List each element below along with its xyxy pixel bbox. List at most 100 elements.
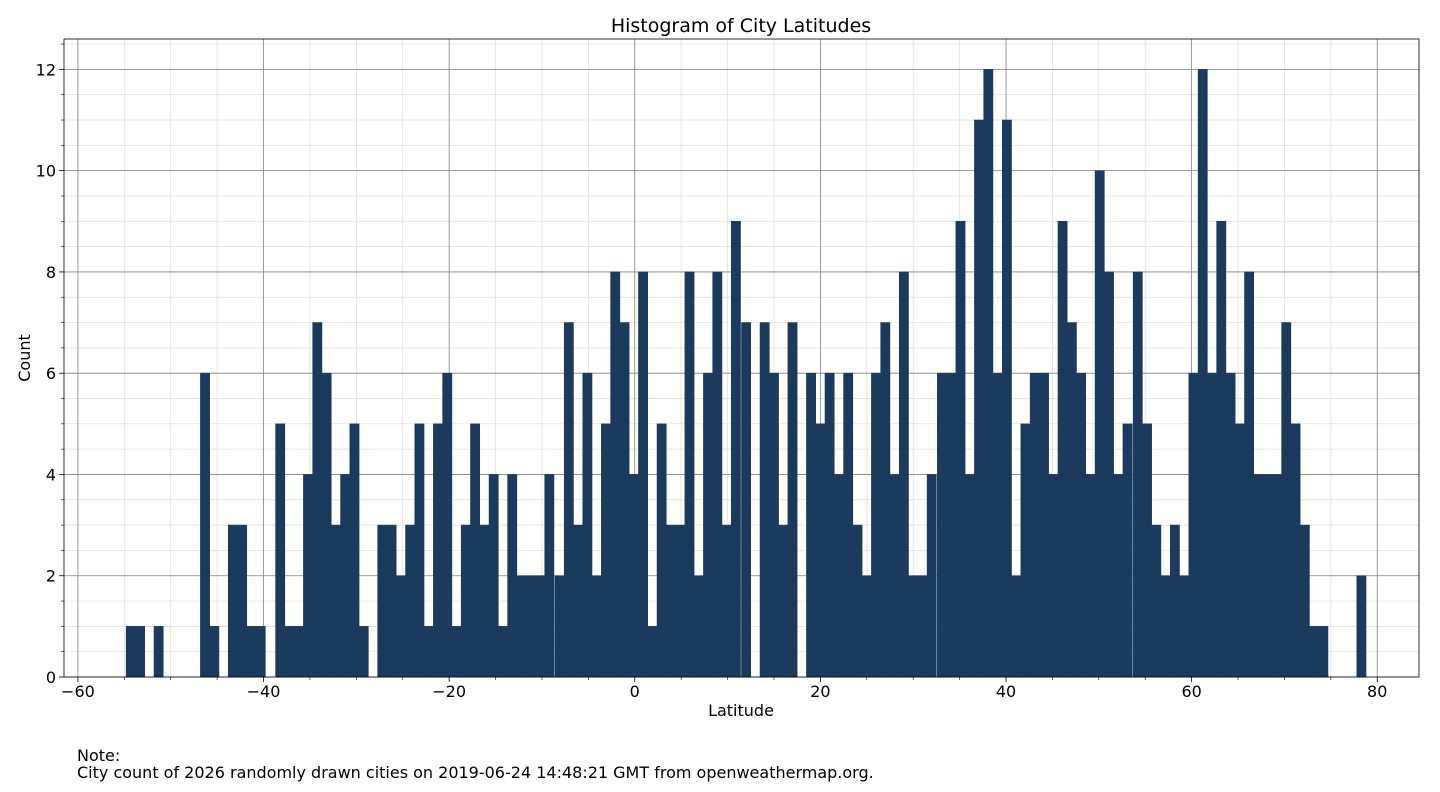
histogram-bar	[889, 474, 900, 678]
histogram-bar	[1048, 474, 1059, 678]
histogram-bar	[852, 524, 863, 678]
x-tick-label: 0	[630, 682, 640, 701]
x-tick-label: 80	[1367, 682, 1387, 701]
histogram-bar	[778, 524, 789, 678]
histogram-bar	[1225, 372, 1236, 678]
histogram-bar	[573, 524, 584, 678]
histogram-bar	[861, 575, 872, 678]
histogram-bar	[1066, 322, 1077, 678]
histogram-bar	[460, 524, 471, 678]
histogram-bar	[1309, 626, 1319, 678]
histogram-bar	[1356, 575, 1367, 678]
histogram-bar	[666, 524, 676, 678]
histogram-bar	[730, 220, 741, 678]
histogram-bar	[237, 524, 248, 678]
histogram-bar	[209, 626, 220, 678]
histogram-bar	[507, 474, 518, 678]
x-tick-label: 60	[1181, 682, 1201, 701]
histogram-bar	[1029, 372, 1040, 678]
histogram-bar	[516, 575, 527, 678]
histogram-bar	[843, 372, 854, 678]
histogram-bar	[1197, 69, 1208, 678]
histogram-bar	[741, 322, 752, 678]
histogram-bar	[1094, 170, 1105, 678]
x-axis-label: Latitude	[708, 701, 774, 720]
histogram-bar	[1216, 220, 1227, 678]
x-tick-label: −60	[61, 682, 95, 701]
histogram-bar	[647, 626, 658, 678]
histogram-bar	[1253, 474, 1264, 678]
histogram-bar	[601, 423, 611, 678]
histogram-bar	[898, 271, 909, 678]
histogram-bar	[946, 372, 957, 678]
x-tick-label: −40	[247, 682, 281, 701]
histogram-bar	[815, 423, 826, 678]
histogram-bar	[628, 474, 639, 678]
histogram-bar	[1076, 372, 1087, 678]
histogram-bar	[442, 372, 453, 678]
histogram-bar	[684, 271, 695, 678]
histogram-bar	[721, 524, 732, 678]
histogram-bar	[871, 372, 881, 678]
histogram-bar	[563, 322, 574, 678]
x-axis-ticks: −60 −40 −20 0 20 40 60 80	[61, 677, 1387, 701]
histogram-bar	[1281, 322, 1292, 678]
histogram-bar	[330, 524, 341, 678]
histogram-bar	[806, 372, 816, 678]
histogram-bar	[535, 575, 545, 678]
histogram-bar	[349, 423, 360, 678]
histogram-bar	[712, 271, 723, 678]
histogram-bar	[312, 322, 323, 678]
histogram-bar	[1104, 271, 1114, 678]
histogram-bar	[974, 119, 984, 678]
histogram-bar	[414, 423, 425, 678]
histogram-bar	[340, 474, 351, 678]
histogram-bar	[937, 372, 947, 678]
histogram-bar	[544, 474, 555, 678]
histogram-bar	[983, 69, 994, 678]
y-axis-ticks: 0 2 4 6 8 10 12	[36, 43, 64, 687]
histogram-bar	[227, 524, 238, 678]
histogram-bar	[880, 322, 891, 678]
histogram-bar	[358, 626, 369, 678]
histogram-bar	[433, 423, 443, 678]
histogram-bar	[1207, 372, 1217, 678]
histogram-bar	[619, 322, 630, 678]
histogram-bar	[321, 372, 332, 678]
histogram-bar	[1057, 220, 1068, 678]
bars	[125, 69, 1367, 678]
histogram-bar	[1179, 575, 1190, 678]
histogram-bar	[554, 575, 565, 678]
histogram-bar	[582, 372, 593, 678]
histogram-bar	[1001, 119, 1012, 678]
histogram-bar	[377, 524, 388, 678]
histogram-bar	[787, 322, 798, 678]
chart-title: Histogram of City Latitudes	[611, 15, 871, 37]
histogram-bar	[769, 372, 779, 678]
histogram-bar	[451, 626, 462, 678]
histogram-bar	[1132, 271, 1143, 678]
histogram-bar	[405, 524, 416, 678]
histogram-bar	[703, 372, 713, 678]
y-tick-label: 0	[46, 668, 56, 687]
histogram-bar	[610, 271, 621, 678]
histogram-bar	[1113, 474, 1124, 678]
histogram-bar	[908, 575, 919, 678]
histogram-bar	[284, 626, 295, 678]
histogram-bar	[1188, 372, 1199, 678]
histogram-bar	[1160, 575, 1171, 678]
histogram-bar	[255, 626, 266, 678]
histogram-bar	[303, 474, 313, 678]
histogram-bar	[1262, 474, 1273, 678]
histogram-bar	[1151, 524, 1162, 678]
histogram-bar	[992, 372, 1003, 678]
y-tick-label: 2	[46, 567, 56, 586]
plot-frame	[63, 38, 1420, 678]
histogram-bar	[1290, 423, 1301, 678]
histogram-bar	[1169, 524, 1180, 678]
histogram-bar	[1299, 524, 1310, 678]
histogram-bar	[395, 575, 406, 678]
histogram-bar	[1142, 423, 1152, 678]
histogram-bar	[1318, 626, 1329, 678]
y-tick-label: 10	[36, 162, 56, 181]
